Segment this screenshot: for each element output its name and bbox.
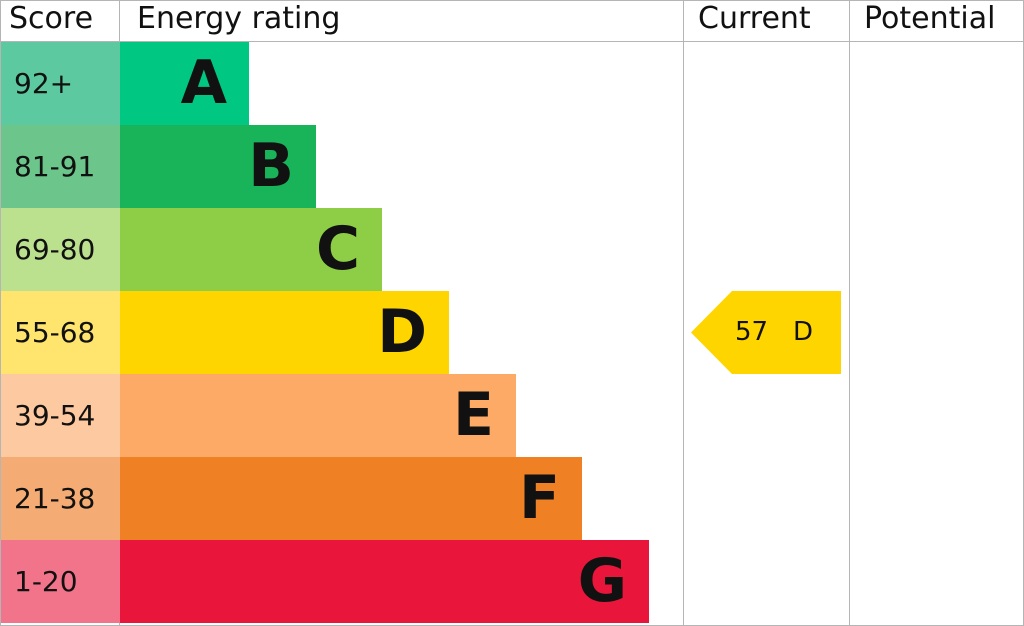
column-divider xyxy=(849,0,850,626)
score-range-f: 21-38 xyxy=(1,457,120,540)
score-range-g: 1-20 xyxy=(1,540,120,623)
score-range-e: 39-54 xyxy=(1,374,120,457)
header-divider xyxy=(0,41,1024,42)
rating-bar-e: E xyxy=(120,374,516,457)
rating-bar-d: D xyxy=(120,291,449,374)
score-range-c: 69-80 xyxy=(1,208,120,291)
header-energy-rating: Energy rating xyxy=(137,1,341,36)
current-letter: D xyxy=(793,317,814,347)
rating-letter: G xyxy=(577,546,627,616)
rating-bar-a: A xyxy=(120,42,249,125)
current-rating-arrow xyxy=(691,291,841,374)
score-range-a: 92+ xyxy=(1,42,120,125)
rating-letter: A xyxy=(180,48,227,118)
header-current: Current xyxy=(698,1,811,36)
rating-bar-b: B xyxy=(120,125,316,208)
rating-letter: B xyxy=(248,131,294,201)
rating-letter: D xyxy=(377,297,427,367)
current-score: 57 xyxy=(735,317,769,347)
rating-letter: E xyxy=(453,380,494,450)
rating-letter: C xyxy=(315,214,360,284)
rating-bar-f: F xyxy=(120,457,582,540)
header-potential: Potential xyxy=(864,1,996,36)
score-range-d: 55-68 xyxy=(1,291,120,374)
rating-bar-g: G xyxy=(120,540,649,623)
score-range-b: 81-91 xyxy=(1,125,120,208)
rating-bar-c: C xyxy=(120,208,382,291)
header-score: Score xyxy=(9,1,94,36)
column-divider xyxy=(683,0,684,626)
rating-letter: F xyxy=(519,463,560,533)
